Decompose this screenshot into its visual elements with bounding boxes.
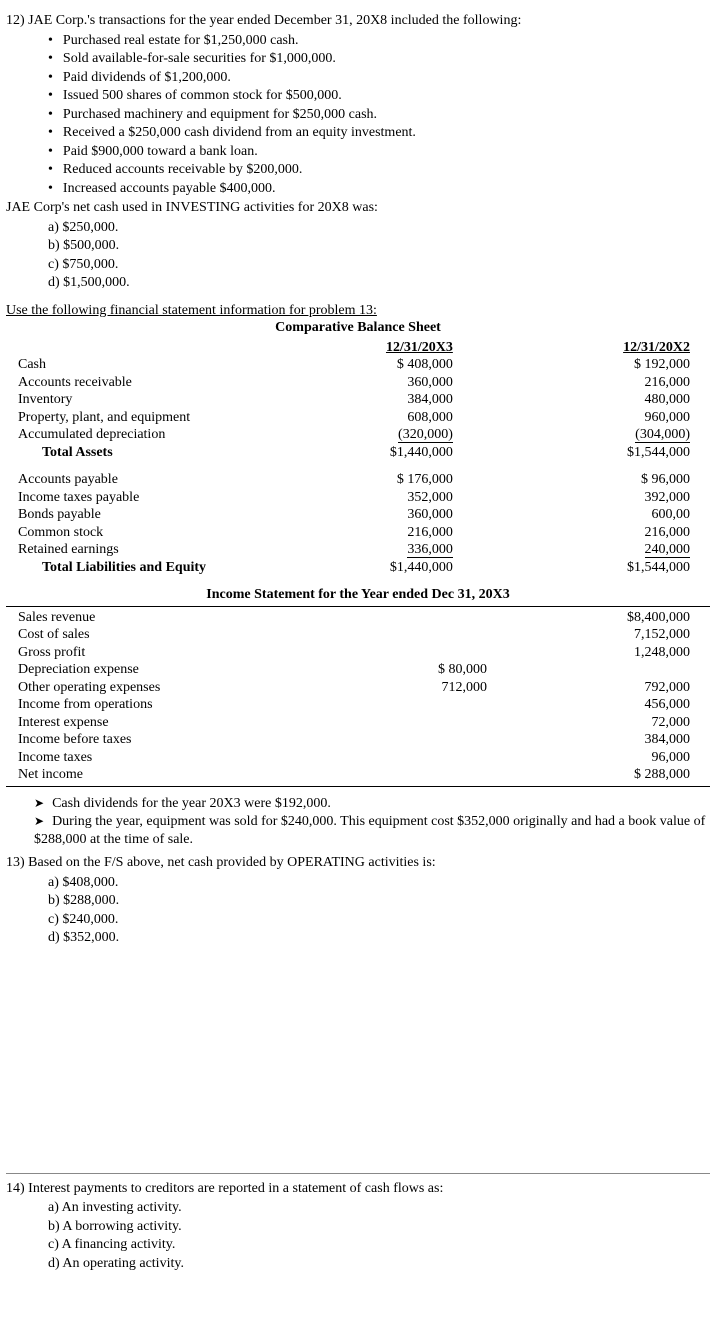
option-d: d) $1,500,000. [48, 274, 710, 292]
option-c: c) $750,000. [48, 256, 710, 274]
table-row: Depreciation expense$ 80,000 [6, 661, 710, 679]
option-c: c) A financing activity. [48, 1236, 710, 1254]
option-b: b) $288,000. [48, 892, 710, 910]
divider [6, 1173, 710, 1174]
bs-col1-hdr: 12/31/20X3 [386, 340, 453, 355]
income-statement-table: Sales revenue$8,400,000 Cost of sales7,1… [6, 609, 710, 784]
table-row: Gross profit1,248,000 [6, 644, 710, 662]
table-row: Income from operations456,000 [6, 696, 710, 714]
q14-stem: 14) Interest payments to creditors are r… [6, 1180, 710, 1198]
p13-intro: Use the following financial statement in… [6, 302, 710, 320]
table-row: Retained earnings336,000240,000 [6, 541, 710, 559]
option-b: b) $500,000. [48, 237, 710, 255]
balance-sheet-table: 12/31/20X3 12/31/20X2 Cash$ 408,000$ 192… [6, 339, 710, 577]
table-row: Inventory384,000480,000 [6, 391, 710, 409]
table-row: Accounts payable$ 176,000$ 96,000 [6, 471, 710, 489]
list-item: Paid $900,000 toward a bank loan. [48, 143, 710, 161]
list-item: Increased accounts payable $400,000. [48, 180, 710, 198]
list-item: Purchased real estate for $1,250,000 cas… [48, 32, 710, 50]
q13-stem: 13) Based on the F/S above, net cash pro… [6, 854, 710, 872]
notes-list: Cash dividends for the year 20X3 were $1… [34, 795, 710, 849]
list-item: Cash dividends for the year 20X3 were $1… [34, 795, 710, 813]
option-a: a) An investing activity. [48, 1199, 710, 1217]
option-a: a) $408,000. [48, 874, 710, 892]
option-a: a) $250,000. [48, 219, 710, 237]
q12-bullets: Purchased real estate for $1,250,000 cas… [48, 32, 710, 198]
bs-title: Comparative Balance Sheet [6, 319, 710, 337]
table-row: Other operating expenses712,000792,000 [6, 679, 710, 697]
table-row: Total Liabilities and Equity$1,440,000$1… [6, 559, 710, 577]
table-row: Bonds payable360,000600,00 [6, 506, 710, 524]
table-row: Income before taxes384,000 [6, 731, 710, 749]
list-item: During the year, equipment was sold for … [34, 813, 710, 848]
table-row: Property, plant, and equipment608,000960… [6, 409, 710, 427]
table-row: Cash$ 408,000$ 192,000 [6, 356, 710, 374]
divider [6, 786, 710, 787]
list-item: Reduced accounts receivable by $200,000. [48, 161, 710, 179]
option-d: d) $352,000. [48, 929, 710, 947]
table-row: Accumulated depreciation(320,000)(304,00… [6, 426, 710, 444]
table-row: Net income$ 288,000 [6, 766, 710, 784]
list-item: Purchased machinery and equipment for $2… [48, 106, 710, 124]
table-row: Total Assets$1,440,000$1,544,000 [6, 444, 710, 462]
q12-stem: 12) JAE Corp.'s transactions for the yea… [6, 12, 710, 30]
list-item: Paid dividends of $1,200,000. [48, 69, 710, 87]
q13-options: a) $408,000. b) $288,000. c) $240,000. d… [48, 874, 710, 947]
table-row: Income taxes96,000 [6, 749, 710, 767]
table-row: Cost of sales7,152,000 [6, 626, 710, 644]
q14-options: a) An investing activity. b) A borrowing… [48, 1199, 710, 1272]
list-item: Issued 500 shares of common stock for $5… [48, 87, 710, 105]
list-item: Received a $250,000 cash dividend from a… [48, 124, 710, 142]
list-item: Sold available-for-sale securities for $… [48, 50, 710, 68]
option-c: c) $240,000. [48, 911, 710, 929]
table-row: Sales revenue$8,400,000 [6, 609, 710, 627]
table-row: Common stock216,000216,000 [6, 524, 710, 542]
table-row: Income taxes payable352,000392,000 [6, 489, 710, 507]
divider [6, 606, 710, 607]
q12-options: a) $250,000. b) $500,000. c) $750,000. d… [48, 219, 710, 292]
bs-col2-hdr: 12/31/20X2 [623, 340, 690, 355]
q12-follow: JAE Corp's net cash used in INVESTING ac… [6, 199, 710, 217]
option-b: b) A borrowing activity. [48, 1218, 710, 1236]
option-d: d) An operating activity. [48, 1255, 710, 1273]
table-row: Interest expense72,000 [6, 714, 710, 732]
table-row: Accounts receivable360,000216,000 [6, 374, 710, 392]
is-title: Income Statement for the Year ended Dec … [6, 586, 710, 604]
